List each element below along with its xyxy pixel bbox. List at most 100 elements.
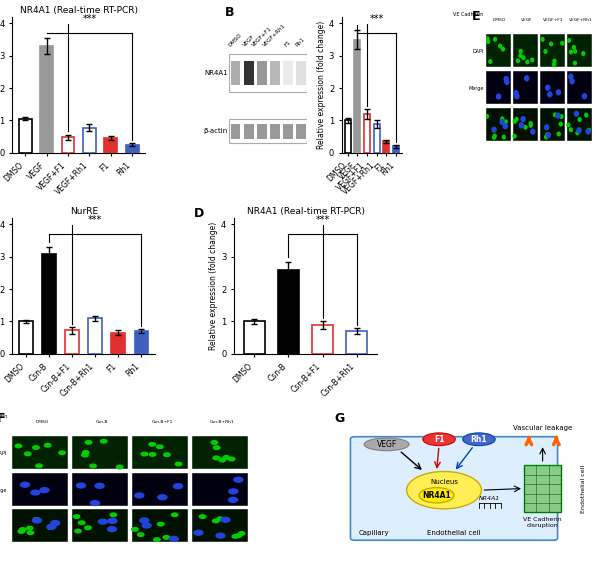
Text: DAPI: DAPI [472,49,483,54]
Text: NR4A1: NR4A1 [204,70,228,76]
Circle shape [137,533,144,537]
Circle shape [219,458,225,462]
Text: VEGF+Rh1: VEGF+Rh1 [262,23,287,48]
Circle shape [27,531,34,534]
Circle shape [232,535,239,538]
Circle shape [217,517,224,521]
Circle shape [98,519,108,524]
Circle shape [500,119,504,125]
Bar [83,127,96,153]
Circle shape [213,456,219,460]
Text: NR4A1: NR4A1 [422,491,451,500]
Circle shape [169,537,178,541]
Circle shape [211,441,218,444]
Bar [567,34,592,67]
Circle shape [164,453,170,456]
Bar [540,34,565,67]
Circle shape [546,132,551,138]
Bar [269,61,280,85]
Bar [513,34,538,67]
Circle shape [573,46,576,49]
Bar [567,71,592,104]
Circle shape [525,76,529,81]
Circle shape [194,530,203,535]
Circle shape [521,117,525,122]
Bar [12,436,68,469]
Bar [257,124,266,139]
Title: NR4A1 (Real-time RT-PCR): NR4A1 (Real-time RT-PCR) [20,6,137,15]
Text: Csn-B+Rh1: Csn-B+Rh1 [210,420,234,424]
Bar [283,61,293,85]
Circle shape [486,114,488,118]
Circle shape [90,464,97,468]
Circle shape [529,122,532,125]
Circle shape [82,451,89,454]
Circle shape [569,74,573,79]
Circle shape [20,482,29,487]
Text: DMSO: DMSO [492,18,506,22]
Bar [192,509,247,542]
Circle shape [577,128,581,133]
Circle shape [489,60,492,63]
Text: VEGF: VEGF [242,34,255,48]
Bar [486,71,511,104]
Text: ***: *** [82,14,97,24]
Circle shape [486,40,489,44]
Y-axis label: Relative expression (fold change): Relative expression (fold change) [317,21,326,149]
Circle shape [576,131,579,135]
Text: VE Cadherin: VE Cadherin [0,414,7,419]
Circle shape [544,135,547,139]
Ellipse shape [419,488,454,503]
Text: VE Cadherin
disruption: VE Cadherin disruption [523,517,562,528]
FancyBboxPatch shape [524,465,562,512]
Bar [384,142,389,153]
Bar [244,124,254,139]
Circle shape [499,44,502,48]
Circle shape [216,533,225,538]
Circle shape [235,534,242,537]
Text: Rh1: Rh1 [470,435,488,444]
Circle shape [501,117,504,121]
Circle shape [497,94,500,99]
Bar [89,318,102,354]
Circle shape [504,76,508,82]
Text: DMSO: DMSO [35,420,49,424]
Bar [12,473,68,506]
Circle shape [494,37,497,41]
Circle shape [158,495,167,500]
Circle shape [33,446,39,449]
Text: Csn-B+F1: Csn-B+F1 [152,420,173,424]
Bar [40,46,53,153]
Circle shape [493,134,496,138]
Text: Merge: Merge [0,488,7,492]
Bar [346,331,367,354]
Bar [42,254,56,354]
Circle shape [140,518,149,523]
Circle shape [567,123,570,127]
Text: F1: F1 [284,39,292,48]
Circle shape [174,484,183,488]
Circle shape [570,79,574,84]
Bar [567,108,592,140]
Circle shape [156,445,163,448]
Circle shape [546,85,550,90]
Circle shape [519,54,522,57]
Bar [513,71,538,104]
Circle shape [229,457,235,461]
Bar [269,124,280,139]
Circle shape [90,500,100,505]
Circle shape [554,113,557,117]
Circle shape [514,91,518,96]
Circle shape [213,519,219,523]
Circle shape [522,56,525,59]
Circle shape [578,118,581,121]
Circle shape [238,531,245,535]
Circle shape [541,37,544,41]
Circle shape [229,489,238,494]
Bar [540,71,565,104]
Circle shape [108,518,117,524]
Bar [540,108,565,140]
Circle shape [486,37,489,41]
Circle shape [141,452,148,456]
Bar [230,61,241,85]
